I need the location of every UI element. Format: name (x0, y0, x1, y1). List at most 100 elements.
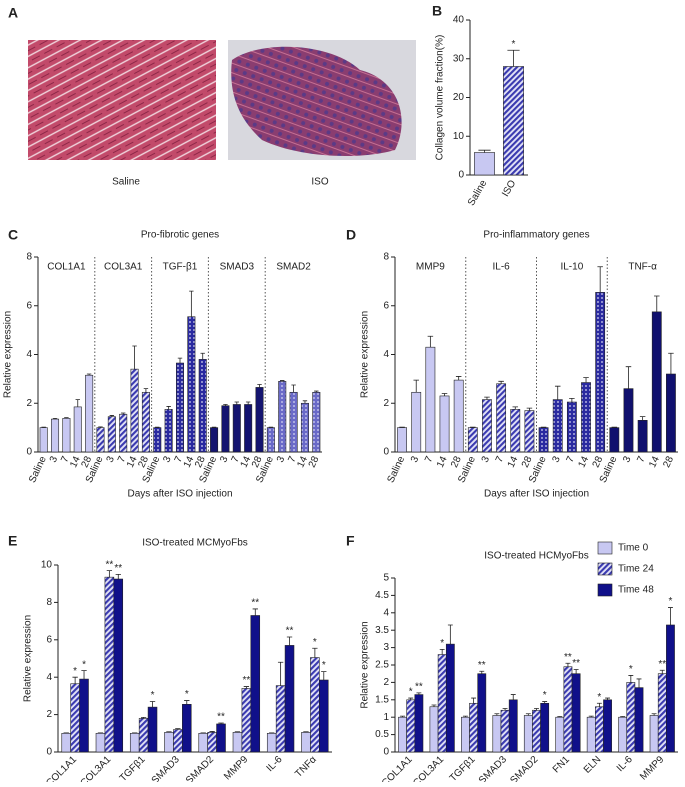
y-tick-label: 30 (453, 53, 465, 64)
bar (415, 695, 423, 752)
error-bar (291, 385, 295, 392)
error-bar (484, 397, 490, 399)
significance: * (440, 638, 444, 649)
bar (407, 700, 415, 752)
error-bar (478, 150, 490, 152)
bar (493, 715, 501, 752)
error-bar (565, 663, 570, 666)
error-bar (189, 291, 193, 317)
bar (71, 684, 80, 752)
chart-title: ISO-treated HCMyoFbs (484, 551, 588, 562)
bar (412, 392, 421, 452)
bar (556, 717, 564, 752)
bar (301, 403, 308, 452)
bar (501, 710, 509, 752)
y-tick-label: 20 (453, 92, 465, 103)
x-tick-label: COL3A1 (78, 754, 113, 782)
bar (666, 625, 674, 752)
bar (553, 400, 562, 452)
error-bar (321, 672, 326, 680)
error-bar (150, 702, 155, 708)
legend-swatch (598, 563, 612, 575)
bar (267, 428, 274, 452)
group-label: TGF-β1 (163, 262, 198, 273)
x-tick-label: Saline (27, 454, 49, 484)
bar (97, 428, 104, 452)
x-tick-label: 7 (494, 454, 507, 464)
bar (80, 679, 89, 752)
significance: * (313, 637, 317, 648)
error-bar (413, 380, 419, 392)
significance: * (409, 687, 413, 698)
y-tick-label: 5 (383, 573, 389, 584)
y-tick-label: 4 (383, 607, 389, 618)
y-tick-label: 2 (26, 398, 32, 409)
bar (595, 707, 603, 752)
y-tick-label: 2.5 (375, 660, 389, 671)
group-label: IL-10 (560, 262, 583, 273)
significance: ** (217, 712, 225, 723)
error-bar (654, 296, 660, 312)
bar (539, 428, 548, 452)
significance: ** (564, 652, 572, 663)
panel-letter: E (8, 533, 17, 549)
bar (627, 682, 635, 752)
x-tick-label: ISO (500, 178, 518, 199)
error-bar (312, 648, 317, 657)
error-bar (513, 407, 519, 409)
bar (120, 414, 127, 452)
y-tick-label: 2 (383, 677, 389, 688)
x-tick-label: MMP9 (638, 754, 667, 782)
bar (532, 710, 540, 752)
x-tick-label: COL3A1 (411, 754, 446, 782)
bar (596, 292, 605, 452)
error-bar (287, 637, 292, 645)
group-label: IL-6 (493, 262, 511, 273)
significance: * (73, 666, 77, 677)
error-bar (574, 670, 579, 674)
bar (290, 392, 297, 452)
bar (279, 381, 286, 452)
y-tick-label: 6 (383, 300, 389, 311)
group-label: MMP9 (416, 262, 445, 273)
chart-title: ISO-treated MCMyoFbs (142, 538, 248, 549)
bar (541, 703, 549, 752)
image-label: Saline (112, 177, 140, 188)
bar (242, 688, 251, 752)
y-axis-label: Relative expression (3, 311, 14, 398)
bar (108, 417, 115, 452)
error-bar (201, 353, 205, 359)
error-bar (278, 662, 283, 685)
group-label: SMAD3 (220, 262, 255, 273)
legend-label: Time 48 (618, 585, 654, 596)
bar (503, 67, 523, 176)
y-tick-label: 8 (46, 597, 52, 608)
bar (511, 409, 520, 452)
bar (509, 700, 517, 752)
bar (142, 392, 149, 452)
x-tick-label: 3 (480, 454, 493, 464)
error-bar (597, 703, 602, 706)
x-tick-label: 3 (409, 454, 422, 464)
error-bar (184, 701, 189, 705)
x-tick-label: MMP9 (222, 754, 251, 782)
bar (624, 389, 633, 452)
significance: * (185, 689, 189, 700)
x-tick-label: 14 (647, 454, 662, 469)
legend-swatch (598, 584, 612, 596)
bar (446, 644, 454, 752)
bar (40, 428, 47, 452)
group-label: TNF-α (628, 262, 657, 273)
bar (454, 380, 463, 452)
bar (302, 732, 311, 752)
x-axis-label: Days after ISO injection (127, 489, 232, 500)
y-tick-label: 1 (383, 712, 389, 723)
error-bar (640, 417, 646, 421)
error-bar (597, 267, 603, 293)
x-tick-label: 7 (635, 454, 648, 464)
x-tick-label: SMAD3 (477, 754, 509, 782)
bar (154, 428, 161, 452)
bar (51, 419, 58, 452)
significance: * (669, 596, 673, 607)
error-bar (428, 336, 434, 347)
